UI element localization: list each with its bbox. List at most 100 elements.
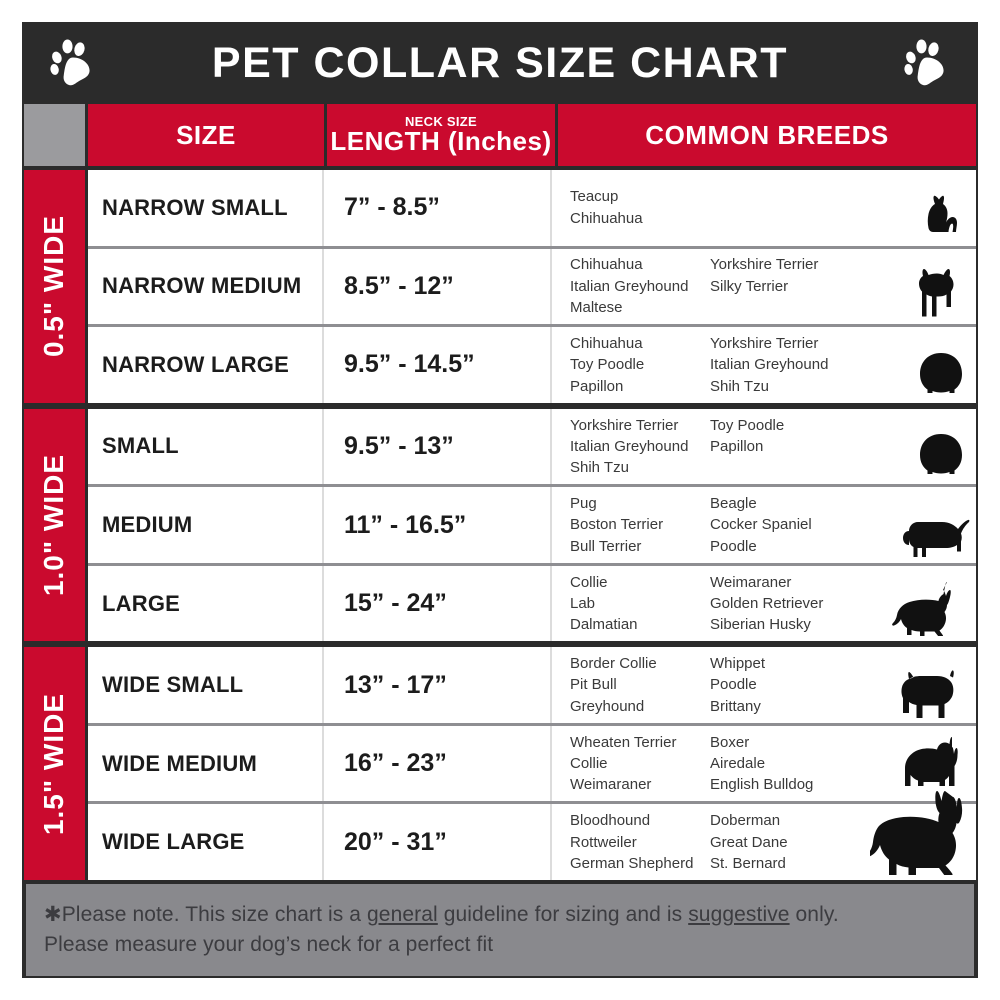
- cell-size-name: SMALL: [88, 408, 324, 485]
- breed-name: Weimaraner: [570, 776, 652, 794]
- chihuahua-silhouette: [908, 267, 970, 324]
- cell-size-name: WIDE LARGE: [88, 804, 324, 881]
- breed-columns: Border Collie Pit Bull Greyhound Whippet Poo…: [552, 653, 860, 717]
- paw-print-icon: [904, 39, 944, 86]
- table-header-row: SIZE NECK SIZE LENGTH (Inches) COMMON BR…: [24, 104, 976, 166]
- cell-common-breeds: Teacup Chihuahua: [552, 170, 976, 246]
- table-row[interactable]: WIDE MEDIUM 16” - 23” Wheaten Terrier Colli…: [88, 725, 976, 805]
- breed-column: Pug Boston Terrier Bull Terrier: [570, 493, 710, 557]
- breed-columns: Chihuahua Toy Poodle Papillon Yorkshire Ter…: [552, 333, 860, 397]
- breed-column: Boxer Airedale English Bulldog: [710, 732, 860, 796]
- breed-column: Wheaten Terrier Collie Weimaraner: [570, 732, 710, 796]
- breed-name: Boston Terrier: [570, 516, 664, 534]
- breed-column: Whippet Poodle Brittany: [710, 653, 860, 717]
- breed-name: Bull Terrier: [570, 537, 642, 555]
- table-row[interactable]: SMALL 9.5” - 13” Yorkshire Terrier Italian …: [88, 408, 976, 488]
- cell-neck-length: 20” - 31”: [324, 804, 552, 881]
- group-width-label-text: 1.0" WIDE: [38, 453, 70, 597]
- breed-column: Beagle Cocker Spaniel Poodle: [710, 493, 860, 557]
- breed-name: Doberman: [710, 812, 781, 830]
- note-underline-suggestive: suggestive: [688, 903, 790, 927]
- cell-neck-length: 9.5” - 14.5”: [324, 327, 552, 403]
- note-text-b: guideline for sizing and is: [437, 903, 689, 927]
- breed-columns: Yorkshire Terrier Italian Greyhound Shih T…: [552, 415, 860, 479]
- breed-name: Rottweiler: [570, 833, 637, 851]
- breed-name: Chihuahua: [570, 209, 643, 227]
- breed-name: Bloodhound: [570, 812, 651, 830]
- breed-columns: Chihuahua Italian Greyhound Maltese Yorkshi…: [552, 254, 860, 318]
- breed-column: Border Collie Pit Bull Greyhound: [570, 653, 710, 717]
- table-row[interactable]: MEDIUM 11” - 16.5” Pug Boston Terrier Bull T…: [88, 487, 976, 566]
- yorkshire-terrier-silhouette: [918, 193, 970, 246]
- size-group: 1.5" WIDE WIDE SMALL 13” - 17” Border Colli…: [24, 647, 976, 886]
- cell-neck-length: 8.5” - 12”: [324, 248, 552, 325]
- group-rows: NARROW SMALL 7” - 8.5” Teacup Chihuahua NARR…: [88, 170, 976, 403]
- column-header-length: NECK SIZE LENGTH (Inches): [327, 104, 555, 166]
- cell-common-breeds: Border Collie Pit Bull Greyhound Whippet Poo…: [552, 647, 976, 723]
- cell-neck-length: 16” - 23”: [324, 725, 552, 802]
- breed-name: Lab: [570, 594, 596, 612]
- page-title: PET COLLAR SIZE CHART: [211, 38, 789, 87]
- breed-columns: Bloodhound Rottweiler German Shepherd Dober…: [552, 810, 860, 874]
- breed-name: Pit Bull: [570, 676, 617, 694]
- breed-column: Chihuahua Italian Greyhound Maltese: [570, 254, 710, 318]
- breed-column: Toy Poodle Papillon: [710, 415, 860, 479]
- cell-common-breeds: Pug Boston Terrier Bull Terrier Beagle Cocke…: [552, 487, 976, 563]
- chart-header: PET COLLAR SIZE CHART: [22, 22, 978, 104]
- boxer-silhouette: [896, 734, 970, 801]
- table-row[interactable]: NARROW MEDIUM 8.5” - 12” Chihuahua Italian …: [88, 248, 976, 328]
- column-header-breeds: COMMON BREEDS: [558, 104, 976, 166]
- cell-neck-length: 13” - 17”: [324, 647, 552, 723]
- breed-name: Beagle: [710, 495, 757, 513]
- breed-column: Collie Lab Dalmatian: [570, 572, 710, 636]
- note-underline-general: general: [367, 903, 438, 927]
- breed-name: Collie: [570, 755, 608, 773]
- breed-name: Papillon: [710, 437, 764, 455]
- breed-column: Bloodhound Rottweiler German Shepherd: [570, 810, 710, 874]
- table-row[interactable]: WIDE SMALL 13” - 17” Border Collie Pit Bull…: [88, 647, 976, 726]
- breed-name: Siberian Husky: [710, 616, 811, 634]
- header-corner-cell: [24, 104, 85, 166]
- breed-column: Teacup Chihuahua: [570, 186, 710, 229]
- breed-name: Wheaten Terrier: [570, 733, 677, 751]
- breed-name: Airedale: [710, 755, 766, 773]
- breed-column: Weimaraner Golden Retriever Siberian Husky: [710, 572, 860, 636]
- table-row[interactable]: LARGE 15” - 24” Collie Lab Dalmatian Weimaran…: [88, 565, 976, 642]
- breed-name: Chihuahua: [570, 334, 643, 352]
- cell-neck-length: 15” - 24”: [324, 565, 552, 642]
- bulldog-silhouette: [894, 664, 970, 723]
- cell-size-name: WIDE SMALL: [88, 647, 324, 723]
- breed-name: Yorkshire Terrier: [710, 334, 819, 352]
- cell-common-breeds: Bloodhound Rottweiler German Shepherd Dober…: [552, 791, 976, 886]
- table-row[interactable]: NARROW LARGE 9.5” - 14.5” Chihuahua Toy Poo…: [88, 327, 976, 403]
- breed-name: Teacup: [570, 188, 619, 206]
- breed-name: Dalmatian: [570, 616, 638, 634]
- table-row[interactable]: NARROW SMALL 7” - 8.5” Teacup Chihuahua: [88, 170, 976, 249]
- breed-name: St. Bernard: [710, 854, 786, 872]
- pomeranian-silhouette: [912, 429, 970, 484]
- size-table: SIZE NECK SIZE LENGTH (Inches) COMMON BR…: [22, 104, 978, 978]
- cell-size-name: WIDE MEDIUM: [88, 725, 324, 802]
- breed-column: [710, 186, 860, 229]
- breed-column: Chihuahua Toy Poodle Papillon: [570, 333, 710, 397]
- breed-name: Italian Greyhound: [710, 356, 829, 374]
- breed-name: Italian Greyhound: [570, 437, 689, 455]
- table-row[interactable]: WIDE LARGE 20” - 31” Bloodhound Rottweiler G…: [88, 791, 976, 886]
- pet-collar-size-chart: PET COLLAR SIZE CHART SIZE NECK SIZE LEN…: [22, 22, 978, 978]
- footer-note-line-1: ✱Please note. This size chart is a gener…: [44, 900, 956, 930]
- breed-columns: Collie Lab Dalmatian Weimaraner Golden Retri…: [552, 572, 860, 636]
- group-width-label-text: 1.5" WIDE: [38, 692, 70, 835]
- breed-name: Papillon: [570, 377, 624, 395]
- footer-note: ✱Please note. This size chart is a gener…: [26, 884, 974, 976]
- cell-size-name: LARGE: [88, 565, 324, 642]
- breed-name: Weimaraner: [710, 573, 792, 591]
- breed-name: Boxer: [710, 733, 750, 751]
- breed-name: Maltese: [570, 298, 623, 316]
- breed-name: Great Dane: [710, 833, 788, 851]
- group-width-label: 1.0" WIDE: [24, 408, 85, 642]
- breed-column: Yorkshire Terrier Italian Greyhound Shih T…: [570, 415, 710, 479]
- cell-size-name: MEDIUM: [88, 487, 324, 563]
- breed-name: Brittany: [710, 697, 761, 715]
- breed-name: Toy Poodle: [710, 416, 785, 434]
- cell-size-name: NARROW LARGE: [88, 327, 324, 403]
